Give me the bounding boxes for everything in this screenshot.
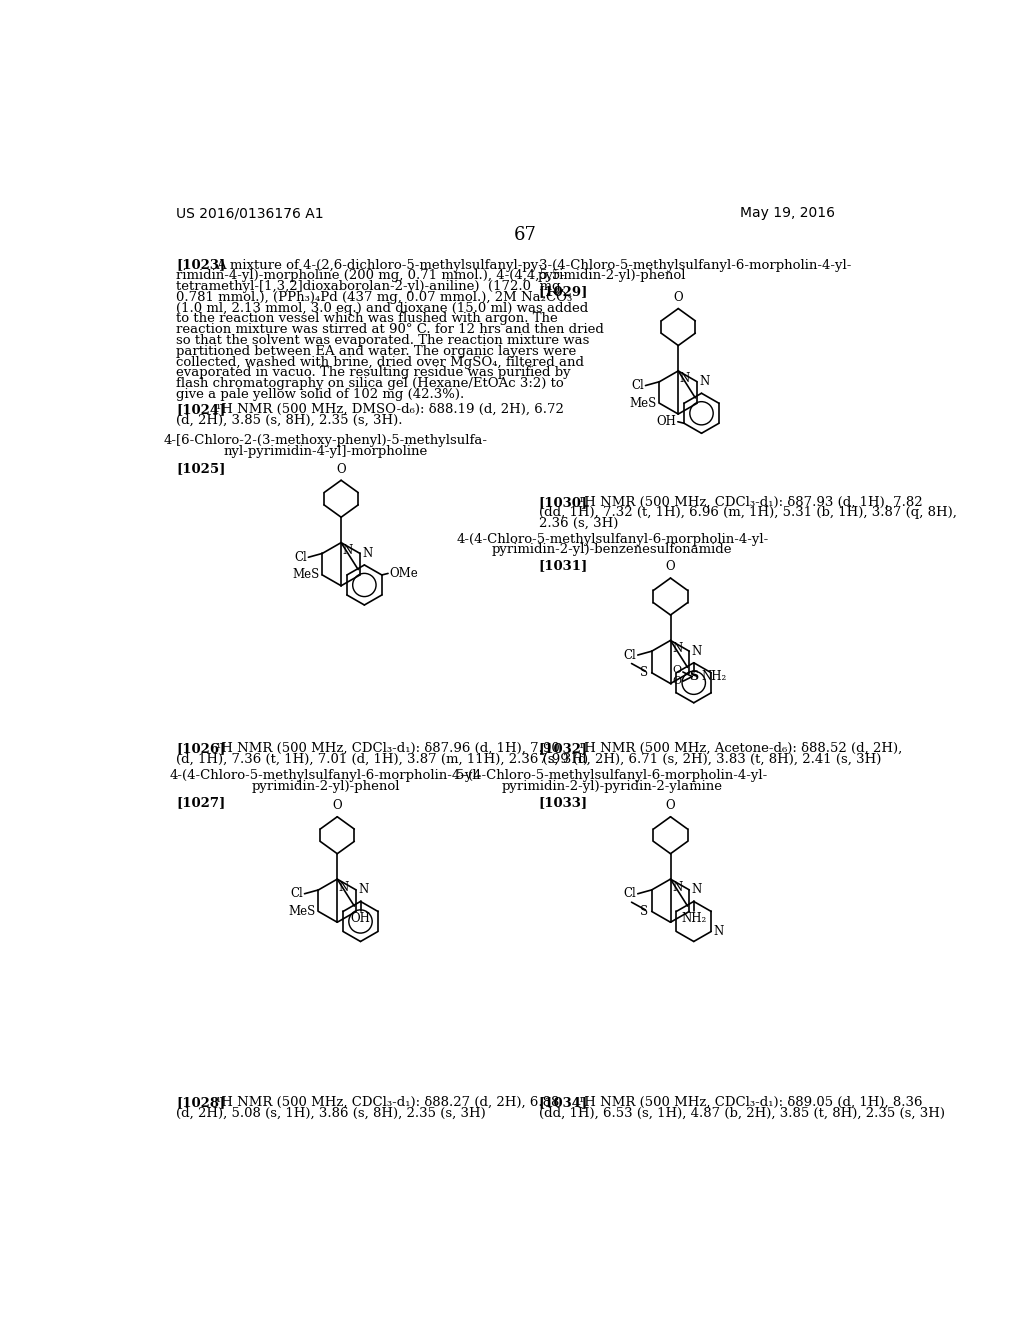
Text: [1028]: [1028] [176, 1096, 225, 1109]
Text: O: O [336, 462, 346, 475]
Text: S: S [640, 906, 648, 917]
Text: O: O [672, 665, 681, 676]
Text: [1023]: [1023] [176, 259, 225, 272]
Text: Cl: Cl [624, 887, 636, 900]
Text: ¹H NMR (500 MHz, DMSO-d₆): δ88.19 (d, 2H), 6.72: ¹H NMR (500 MHz, DMSO-d₆): δ88.19 (d, 2H… [216, 404, 564, 416]
Text: so that the solvent was evaporated. The reaction mixture was: so that the solvent was evaporated. The … [176, 334, 590, 347]
Text: pyrimidin-2-yl)-benzenesulfonamide: pyrimidin-2-yl)-benzenesulfonamide [493, 544, 732, 557]
Text: O: O [674, 290, 683, 304]
Text: N: N [680, 372, 690, 385]
Text: N: N [339, 880, 349, 894]
Text: N: N [714, 925, 724, 939]
Text: Cl: Cl [294, 550, 307, 564]
Text: give a pale yellow solid of 102 mg (42.3%).: give a pale yellow solid of 102 mg (42.3… [176, 388, 464, 401]
Text: 2.36 (s, 3H): 2.36 (s, 3H) [539, 517, 618, 531]
Text: N: N [343, 544, 353, 557]
Text: 3-(4-Chloro-5-methylsulfanyl-6-morpholin-4-yl-: 3-(4-Chloro-5-methylsulfanyl-6-morpholin… [539, 259, 851, 272]
Text: OH: OH [350, 912, 371, 925]
Text: (d, 2H), 3.85 (s, 8H), 2.35 (s, 3H).: (d, 2H), 3.85 (s, 8H), 2.35 (s, 3H). [176, 414, 402, 428]
Text: collected, washed with brine, dried over MgSO₄, filtered and: collected, washed with brine, dried over… [176, 355, 584, 368]
Text: N: N [672, 880, 682, 894]
Text: partitioned between EA and water. The organic layers were: partitioned between EA and water. The or… [176, 345, 577, 358]
Text: 4-(4-Chloro-5-methylsulfanyl-6-morpholin-4-yl-: 4-(4-Chloro-5-methylsulfanyl-6-morpholin… [170, 770, 481, 781]
Text: (dd, 1H), 7.32 (t, 1H), 6.96 (m, 1H), 5.31 (b, 1H), 3.87 (q, 8H),: (dd, 1H), 7.32 (t, 1H), 6.96 (m, 1H), 5.… [539, 507, 956, 520]
Text: 7.99 (d, 2H), 6.71 (s, 2H), 3.83 (t, 8H), 2.41 (s, 3H): 7.99 (d, 2H), 6.71 (s, 2H), 3.83 (t, 8H)… [539, 752, 881, 766]
Text: O: O [666, 561, 675, 573]
Text: (d, 1H), 7.36 (t, 1H), 7.01 (d, 1H), 3.87 (m, 11H), 2.36 (s, 3H): (d, 1H), 7.36 (t, 1H), 7.01 (d, 1H), 3.8… [176, 752, 588, 766]
Text: NH₂: NH₂ [701, 671, 727, 684]
Text: [1033]: [1033] [539, 796, 588, 809]
Text: N: N [699, 375, 710, 388]
Text: (1.0 ml, 2.13 mmol, 3.0 eq.) and dioxane (15.0 ml) was added: (1.0 ml, 2.13 mmol, 3.0 eq.) and dioxane… [176, 302, 589, 314]
Text: flash chromatography on silica gel (Hexane/EtOAc 3:2) to: flash chromatography on silica gel (Hexa… [176, 378, 564, 391]
Text: ¹H NMR (500 MHz, CDCl₃-d₁): δ88.27 (d, 2H), 6.88: ¹H NMR (500 MHz, CDCl₃-d₁): δ88.27 (d, 2… [216, 1096, 560, 1109]
Text: 67: 67 [513, 226, 537, 244]
Text: O: O [333, 799, 342, 812]
Text: evaporated in vacuo. The resulting residue was purified by: evaporated in vacuo. The resulting resid… [176, 367, 570, 379]
Text: tetramethyl-[1,3,2]dioxaborolan-2-yl)-aniline)  (172.0  mg,: tetramethyl-[1,3,2]dioxaborolan-2-yl)-an… [176, 280, 564, 293]
Text: MeS: MeS [292, 569, 319, 582]
Text: (dd, 1H), 6.53 (s, 1H), 4.87 (b, 2H), 3.85 (t, 8H), 2.35 (s, 3H): (dd, 1H), 6.53 (s, 1H), 4.87 (b, 2H), 3.… [539, 1107, 945, 1121]
Text: Cl: Cl [631, 379, 644, 392]
Text: O: O [666, 799, 675, 812]
Text: pyrimidin-2-yl)-phenol: pyrimidin-2-yl)-phenol [539, 269, 687, 282]
Text: [1027]: [1027] [176, 796, 225, 809]
Text: rimidin-4-yl)-morpholine (200 mg, 0.71 mmol.), 4-(4,4,5,5-: rimidin-4-yl)-morpholine (200 mg, 0.71 m… [176, 269, 565, 282]
Text: Cl: Cl [624, 648, 636, 661]
Text: [1029]: [1029] [539, 285, 588, 298]
Text: [1025]: [1025] [176, 462, 225, 475]
Text: N: N [691, 644, 701, 657]
Text: to the reaction vessel which was flushed with argon. The: to the reaction vessel which was flushed… [176, 313, 558, 326]
Text: pyrimidin-2-yl)-phenol: pyrimidin-2-yl)-phenol [251, 780, 400, 793]
Text: MeS: MeS [288, 906, 315, 917]
Text: N: N [362, 546, 373, 560]
Text: ¹H NMR (500 MHz, Acetone-d₆): δ88.52 (d, 2H),: ¹H NMR (500 MHz, Acetone-d₆): δ88.52 (d,… [579, 742, 902, 755]
Text: [1024]: [1024] [176, 404, 225, 416]
Text: 4-(4-Chloro-5-methylsulfanyl-6-morpholin-4-yl-: 4-(4-Chloro-5-methylsulfanyl-6-morpholin… [457, 533, 768, 545]
Text: A mixture of 4-(2,6-dichloro-5-methylsulfanyl-py-: A mixture of 4-(2,6-dichloro-5-methylsul… [216, 259, 543, 272]
Text: OMe: OMe [389, 566, 419, 579]
Text: US 2016/0136176 A1: US 2016/0136176 A1 [176, 206, 324, 220]
Text: [1032]: [1032] [539, 742, 588, 755]
Text: NH₂: NH₂ [681, 912, 707, 925]
Text: ¹H NMR (500 MHz, CDCl₃-d₁): δ87.96 (d, 1H), 7.90: ¹H NMR (500 MHz, CDCl₃-d₁): δ87.96 (d, 1… [216, 742, 560, 755]
Text: [1031]: [1031] [539, 558, 588, 572]
Text: N: N [358, 883, 369, 896]
Text: [1034]: [1034] [539, 1096, 588, 1109]
Text: [1026]: [1026] [176, 742, 225, 755]
Text: MeS: MeS [629, 397, 656, 409]
Text: [1030]: [1030] [539, 496, 588, 508]
Text: (d, 2H), 5.08 (s, 1H), 3.86 (s, 8H), 2.35 (s, 3H): (d, 2H), 5.08 (s, 1H), 3.86 (s, 8H), 2.3… [176, 1107, 485, 1121]
Text: ¹H NMR (500 MHz, CDCl₃-d₁): δ87.93 (d, 1H), 7.82: ¹H NMR (500 MHz, CDCl₃-d₁): δ87.93 (d, 1… [579, 496, 923, 508]
Text: S: S [689, 671, 698, 684]
Text: May 19, 2016: May 19, 2016 [740, 206, 836, 220]
Text: N: N [672, 642, 682, 655]
Text: S: S [640, 667, 648, 680]
Text: 5-(4-Chloro-5-methylsulfanyl-6-morpholin-4-yl-: 5-(4-Chloro-5-methylsulfanyl-6-morpholin… [457, 770, 768, 781]
Text: 4-[6-Chloro-2-(3-methoxy-phenyl)-5-methylsulfa-: 4-[6-Chloro-2-(3-methoxy-phenyl)-5-methy… [164, 434, 487, 447]
Text: ¹H NMR (500 MHz, CDCl₃-d₁): δ89.05 (d, 1H), 8.36: ¹H NMR (500 MHz, CDCl₃-d₁): δ89.05 (d, 1… [579, 1096, 923, 1109]
Text: nyl-pyrimidin-4-yl]-morpholine: nyl-pyrimidin-4-yl]-morpholine [223, 445, 428, 458]
Text: pyrimidin-2-yl)-pyridin-2-ylamine: pyrimidin-2-yl)-pyridin-2-ylamine [502, 780, 723, 793]
Text: O: O [672, 676, 681, 686]
Text: 0.781 mmol.), (PPh₃)₄Pd (437 mg, 0.07 mmol.), 2M Na₂CO₃: 0.781 mmol.), (PPh₃)₄Pd (437 mg, 0.07 mm… [176, 290, 572, 304]
Text: Cl: Cl [290, 887, 303, 900]
Text: OH: OH [656, 416, 676, 428]
Text: reaction mixture was stirred at 90° C. for 12 hrs and then dried: reaction mixture was stirred at 90° C. f… [176, 323, 604, 337]
Text: N: N [691, 883, 701, 896]
